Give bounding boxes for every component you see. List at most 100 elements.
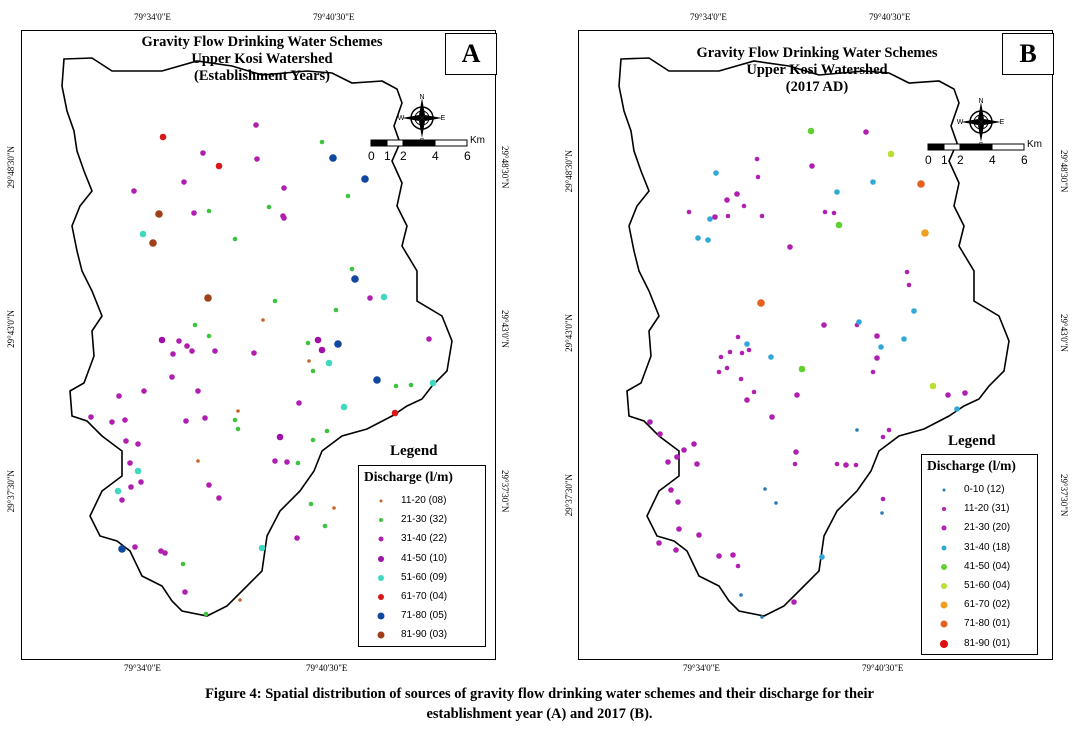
scale-tick-a-1: 1	[384, 149, 391, 163]
scheme-point	[294, 535, 300, 541]
scheme-point	[880, 496, 886, 502]
scheme-point	[822, 209, 828, 215]
scheme-point	[367, 295, 373, 301]
legend-label: 0-10 (12)	[964, 484, 1005, 495]
scheme-point	[656, 540, 662, 546]
scheme-point	[673, 547, 679, 553]
scheme-point	[139, 230, 147, 238]
legend-label: 31-40 (22)	[401, 533, 448, 545]
scheme-point	[725, 213, 731, 219]
a-legend-item-6: 71-80 (05)	[359, 607, 485, 626]
scheme-point	[787, 244, 793, 250]
scheme-point	[712, 214, 718, 220]
scale-bar-b	[927, 143, 1025, 151]
scheme-point	[212, 348, 218, 354]
scheme-point	[308, 501, 314, 507]
scheme-point	[325, 359, 333, 367]
scheme-point	[141, 388, 147, 394]
watershed-map-a	[61, 57, 453, 617]
title-line3-b: (2017 AD)	[785, 79, 849, 95]
scheme-point	[324, 428, 330, 434]
scheme-point	[180, 561, 186, 567]
scheme-point	[681, 447, 687, 453]
x-tick-bottom-b-1: 79°34'0"E	[683, 663, 720, 673]
scheme-point	[962, 390, 968, 396]
a-legend-item-0: 11-20 (08)	[359, 492, 485, 511]
scheme-point	[429, 379, 437, 387]
scheme-point	[261, 318, 265, 322]
scheme-point	[835, 221, 843, 229]
y-tick-b-left-1: 29°48'30"N	[564, 150, 574, 193]
scheme-point	[887, 150, 895, 158]
scheme-point	[284, 459, 290, 465]
scheme-point	[724, 365, 730, 371]
scheme-point	[856, 319, 862, 325]
scheme-point	[791, 599, 797, 605]
scheme-point	[647, 419, 653, 425]
legend-label: 21-30 (20)	[964, 522, 1011, 534]
b-legend-item-0: 0-10 (12)	[922, 481, 1037, 500]
scheme-point	[318, 346, 326, 354]
scheme-point	[295, 460, 301, 466]
scheme-point	[707, 216, 713, 222]
scheme-point	[206, 333, 212, 339]
title-line2-a: Upper Kosi Watershed	[191, 51, 333, 67]
b-legend-item-6: 61-70 (02)	[922, 596, 1037, 615]
scheme-point	[821, 322, 827, 328]
legend-dot-icon	[378, 555, 384, 562]
y-tick-b-right-1: 29°48'30"N	[1059, 150, 1069, 193]
scheme-point	[361, 175, 369, 183]
scheme-point	[155, 210, 163, 218]
y-tick-a-right-3: 29°37'30"N	[500, 470, 510, 513]
scheme-point	[768, 354, 774, 360]
scheme-point	[694, 461, 700, 467]
scale-tick-b-4: 6	[1021, 153, 1028, 167]
scheme-point	[686, 209, 692, 215]
scheme-point	[200, 150, 206, 156]
scheme-point	[741, 203, 747, 209]
legend-dot-icon	[941, 583, 947, 589]
legend-dot-icon	[378, 594, 384, 600]
scheme-point	[831, 210, 837, 216]
b-legend-item-4: 41-50 (04)	[922, 558, 1037, 577]
legend-label: 61-70 (02)	[964, 599, 1011, 611]
scheme-point	[760, 615, 764, 619]
compass-e: E	[441, 115, 446, 122]
scheme-point	[674, 454, 680, 460]
y-tick-a-right-2: 29°43'0"N	[500, 310, 510, 348]
scheme-point	[657, 431, 663, 437]
scheme-point	[131, 188, 137, 194]
scheme-point	[901, 336, 907, 342]
scheme-point	[192, 322, 198, 328]
scale-tick-b-1: 1	[941, 153, 948, 167]
legend-dot-icon	[942, 507, 946, 512]
title-line3-a: (Establishment Years)	[193, 68, 330, 84]
scheme-point	[739, 593, 743, 597]
scheme-point	[834, 189, 840, 195]
scheme-point	[176, 338, 182, 344]
legend-title-a: Legend	[390, 443, 438, 459]
scheme-point	[128, 484, 134, 490]
scheme-point	[798, 365, 806, 373]
scale-bar-a	[370, 139, 468, 147]
title-line1-b: Gravity Flow Drinking Water Schemes	[696, 45, 938, 61]
x-tick-top-b-1: 79°34'0"E	[690, 12, 727, 22]
a-legend-item-2: 31-40 (22)	[359, 530, 485, 549]
scheme-point	[134, 467, 142, 475]
scheme-point	[718, 354, 724, 360]
scheme-point	[169, 374, 175, 380]
scale-tick-b-2: 2	[957, 153, 964, 167]
scheme-point	[807, 127, 815, 135]
compass-rose-icon: N S W E	[398, 94, 446, 143]
a-legend-item-5: 61-70 (04)	[359, 588, 485, 607]
watershed-boundary-b	[618, 57, 1010, 617]
scheme-point	[206, 208, 212, 214]
scheme-point	[314, 336, 322, 344]
scheme-point	[744, 397, 750, 403]
scale-unit-a: Km	[470, 135, 485, 146]
compass-w: W	[398, 115, 405, 122]
scheme-point	[138, 479, 144, 485]
legend-label: 81-90 (03)	[401, 629, 448, 641]
legend-dot-icon	[377, 612, 385, 620]
scheme-point	[724, 197, 730, 203]
